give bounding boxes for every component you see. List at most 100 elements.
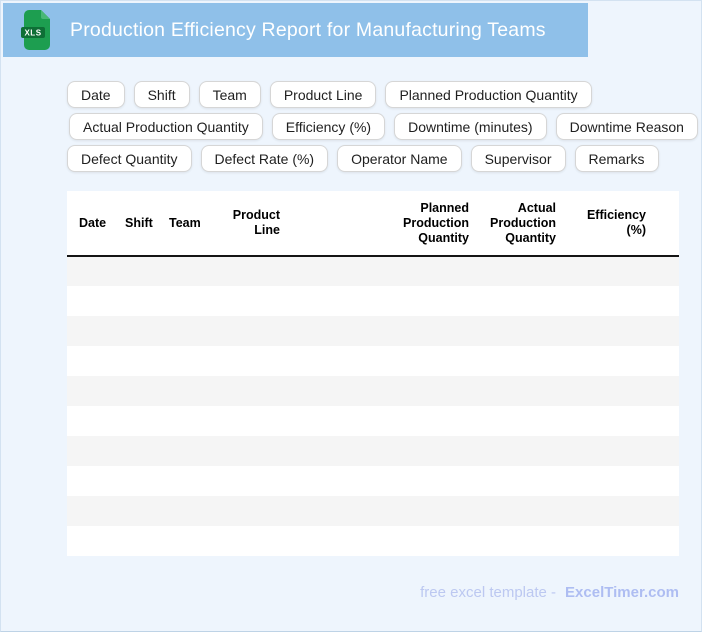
table-row <box>67 286 679 316</box>
table-cell <box>556 286 679 316</box>
table-cell <box>67 376 119 406</box>
col-header-team: Team <box>165 191 217 257</box>
field-chips: Date Shift Team Product Line Planned Pro… <box>67 81 698 177</box>
table-cell <box>67 406 119 436</box>
table-body <box>67 256 679 556</box>
xls-file-icon: XLS <box>21 10 50 50</box>
table-cell <box>67 256 119 286</box>
table-cell <box>556 376 679 406</box>
chip-product-line[interactable]: Product Line <box>269 81 377 108</box>
table-cell <box>469 466 556 496</box>
table-cell <box>165 436 217 466</box>
table-cell <box>556 436 679 466</box>
table-cell <box>165 286 217 316</box>
footer: free excel template - ExcelTimer.com <box>67 584 679 601</box>
table-cell <box>217 286 280 316</box>
table-cell <box>217 496 280 526</box>
chip-remarks[interactable]: Remarks <box>574 145 659 172</box>
col-header-efficiency: Efficiency (%) <box>556 191 679 257</box>
table-cell <box>119 526 165 556</box>
chip-operator-name[interactable]: Operator Name <box>337 145 462 172</box>
table-cell <box>469 256 556 286</box>
table-cell <box>165 406 217 436</box>
chip-row-1: Date Shift Team Product Line Planned Pro… <box>67 81 691 108</box>
table-cell <box>280 496 469 526</box>
xls-icon-label: XLS <box>24 29 41 38</box>
table-cell <box>556 316 679 346</box>
table-cell <box>119 436 165 466</box>
table-cell <box>67 286 119 316</box>
table-cell <box>217 376 280 406</box>
chip-team[interactable]: Team <box>198 81 261 108</box>
table-cell <box>556 256 679 286</box>
col-header-date: Date <box>67 191 119 257</box>
table-cell <box>280 526 469 556</box>
table-cell <box>280 376 469 406</box>
table-row <box>67 346 679 376</box>
chip-planned-production-quantity[interactable]: Planned Production Quantity <box>385 81 592 108</box>
chip-supervisor[interactable]: Supervisor <box>470 145 566 172</box>
chip-downtime-reason[interactable]: Downtime Reason <box>555 113 698 140</box>
table-cell <box>280 316 469 346</box>
table-cell <box>165 256 217 286</box>
table-cell <box>165 346 217 376</box>
footer-text: free excel template - <box>420 584 557 601</box>
col-header-product-line: Product Line <box>217 191 280 257</box>
chip-row-3: Defect Quantity Defect Rate (%) Operator… <box>67 145 691 172</box>
table-cell <box>556 346 679 376</box>
chip-date[interactable]: Date <box>67 81 125 108</box>
table-cell <box>67 496 119 526</box>
table-header: Date Shift Team Product Line Planned Pro… <box>67 191 679 257</box>
table-cell <box>119 256 165 286</box>
table-cell <box>469 436 556 466</box>
table-cell <box>119 376 165 406</box>
table-cell <box>469 316 556 346</box>
table-row <box>67 436 679 466</box>
table-cell <box>280 256 469 286</box>
table-cell <box>469 346 556 376</box>
table-cell <box>280 406 469 436</box>
table-cell <box>119 496 165 526</box>
table-cell <box>119 346 165 376</box>
table-cell <box>556 466 679 496</box>
table-cell <box>217 526 280 556</box>
footer-brand-link[interactable]: ExcelTimer.com <box>565 584 679 601</box>
chip-defect-quantity[interactable]: Defect Quantity <box>67 145 192 172</box>
chip-defect-rate[interactable]: Defect Rate (%) <box>200 145 329 172</box>
table-cell <box>165 496 217 526</box>
table-row <box>67 256 679 286</box>
table-cell <box>67 316 119 346</box>
header-bar: XLS Production Efficiency Report for Man… <box>3 3 588 57</box>
page-title: Production Efficiency Report for Manufac… <box>70 18 546 41</box>
table-cell <box>119 406 165 436</box>
table-cell <box>67 466 119 496</box>
table-cell <box>280 466 469 496</box>
chip-efficiency[interactable]: Efficiency (%) <box>271 113 386 140</box>
table-row <box>67 376 679 406</box>
table-row <box>67 466 679 496</box>
table-cell <box>556 496 679 526</box>
table-cell <box>67 526 119 556</box>
table-cell <box>217 436 280 466</box>
table-cell <box>119 466 165 496</box>
table-row <box>67 526 679 556</box>
chip-shift[interactable]: Shift <box>133 81 190 108</box>
table-cell <box>67 436 119 466</box>
table-cell <box>556 526 679 556</box>
table-row <box>67 496 679 526</box>
table-cell <box>119 286 165 316</box>
table-cell <box>280 286 469 316</box>
table-cell <box>217 346 280 376</box>
table-cell <box>469 376 556 406</box>
table-cell <box>165 316 217 346</box>
table-cell <box>469 496 556 526</box>
chip-row-2: Actual Production Quantity Efficiency (%… <box>67 113 698 140</box>
chip-actual-production-quantity[interactable]: Actual Production Quantity <box>69 113 263 140</box>
table-cell <box>469 526 556 556</box>
table-cell <box>67 346 119 376</box>
table-cell <box>165 376 217 406</box>
report-table: Date Shift Team Product Line Planned Pro… <box>67 191 679 556</box>
chip-downtime-minutes[interactable]: Downtime (minutes) <box>394 113 547 140</box>
table-row <box>67 406 679 436</box>
col-header-shift: Shift <box>119 191 165 257</box>
